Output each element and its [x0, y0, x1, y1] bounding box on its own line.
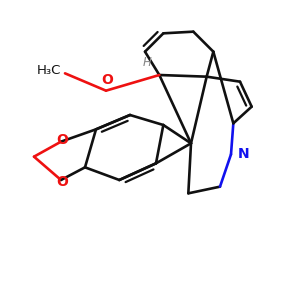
Text: H₃C: H₃C: [37, 64, 61, 77]
Text: O: O: [56, 133, 68, 147]
Text: H: H: [142, 56, 151, 69]
Text: N: N: [238, 147, 250, 161]
Text: O: O: [101, 73, 113, 87]
Text: O: O: [56, 175, 68, 189]
